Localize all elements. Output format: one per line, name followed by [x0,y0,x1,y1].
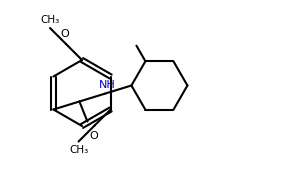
Text: CH₃: CH₃ [69,145,88,155]
Text: O: O [89,131,98,140]
Text: CH₃: CH₃ [40,15,60,25]
Text: O: O [61,29,69,39]
Text: NH: NH [99,79,116,89]
